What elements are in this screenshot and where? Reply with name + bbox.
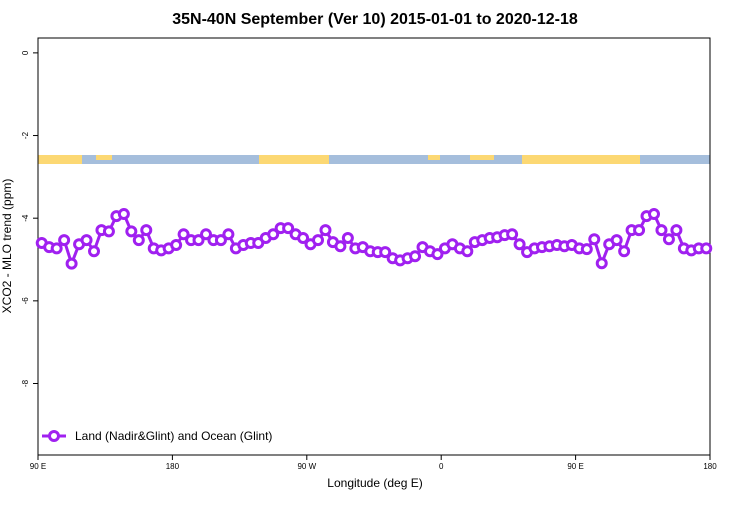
point <box>588 233 601 246</box>
point <box>431 248 444 261</box>
legend-marker <box>48 430 60 442</box>
x-tick-label: 90 E <box>30 462 46 471</box>
point <box>648 208 660 221</box>
point <box>662 233 675 246</box>
x-tick-label: 0 <box>439 462 444 471</box>
point <box>140 224 153 237</box>
point <box>200 228 212 241</box>
x-tick-label: 90 W <box>297 462 316 471</box>
point <box>595 257 608 270</box>
x-tick-label: 180 <box>703 462 717 471</box>
point <box>618 245 631 258</box>
point <box>297 232 310 245</box>
legend: Land (Nadir&Glint) and Ocean (Glint) <box>42 429 272 443</box>
x-axis-label: Longitude (deg E) <box>327 476 422 490</box>
point <box>132 234 145 247</box>
point <box>125 225 138 238</box>
point <box>461 245 474 258</box>
point <box>513 238 526 251</box>
point <box>282 222 295 235</box>
legend-label: Land (Nadir&Glint) and Ocean (Glint) <box>75 429 272 443</box>
point <box>670 224 683 237</box>
point <box>409 250 422 263</box>
point <box>580 243 593 256</box>
point <box>65 257 78 270</box>
point <box>319 224 332 237</box>
y-tick-label: -4 <box>21 214 30 222</box>
point <box>80 234 93 247</box>
point <box>267 228 280 241</box>
point <box>610 234 623 247</box>
point <box>312 234 324 247</box>
y-tick-label: 0 <box>21 50 30 55</box>
point <box>506 228 519 241</box>
point <box>222 228 235 241</box>
point <box>117 208 130 221</box>
y-axis-label: XCO2 - MLO trend (ppm) <box>0 179 14 314</box>
y-tick-label: -6 <box>21 297 30 305</box>
point <box>700 242 713 255</box>
y-tick-label: -8 <box>21 379 30 387</box>
point <box>379 246 392 259</box>
point <box>192 234 205 247</box>
point <box>58 234 71 247</box>
point <box>177 228 190 241</box>
x-tick-label: 90 E <box>567 462 583 471</box>
x-tick-label: 180 <box>166 462 180 471</box>
point <box>88 245 100 258</box>
point <box>170 239 183 252</box>
point <box>214 234 227 247</box>
point <box>50 242 63 255</box>
point <box>102 225 115 238</box>
point <box>633 224 646 237</box>
point <box>655 224 668 237</box>
y-tick-label: -2 <box>21 131 30 139</box>
surface-band <box>38 155 710 164</box>
chart-title: 35N-40N September (Ver 10) 2015-01-01 to… <box>172 11 578 28</box>
point <box>334 240 347 253</box>
point <box>341 232 354 245</box>
